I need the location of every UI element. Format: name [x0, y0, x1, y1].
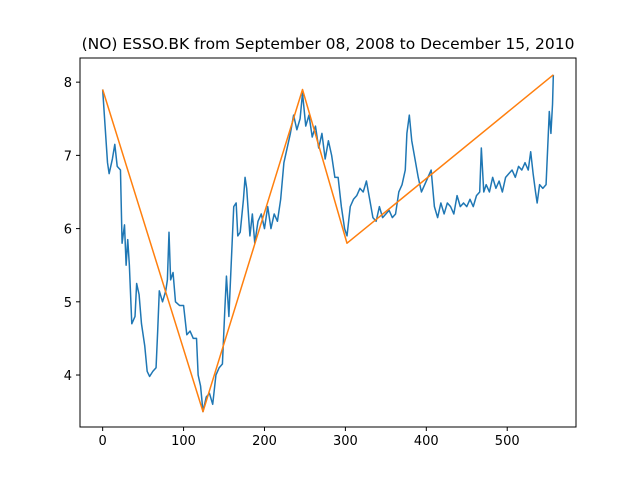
y-tick-label: 7: [64, 149, 72, 164]
x-tick-label: 200: [252, 434, 277, 449]
plot-frame: [79, 57, 577, 428]
line-series: [101, 74, 554, 413]
x-tick-label: 500: [495, 434, 520, 449]
x-tick-label: 100: [171, 434, 196, 449]
y-tick-label: 6: [64, 223, 72, 238]
x-tick-label: 400: [414, 434, 439, 449]
x-tick-label: 300: [333, 434, 358, 449]
x-tick-label: 0: [99, 434, 107, 449]
y-tick-label: 4: [64, 369, 72, 384]
chart-title: (NO) ESSO.BK from September 08, 2008 to …: [82, 35, 575, 53]
line-series: [101, 74, 555, 413]
y-tick-label: 5: [64, 296, 72, 311]
y-tick-label: 8: [64, 76, 72, 91]
